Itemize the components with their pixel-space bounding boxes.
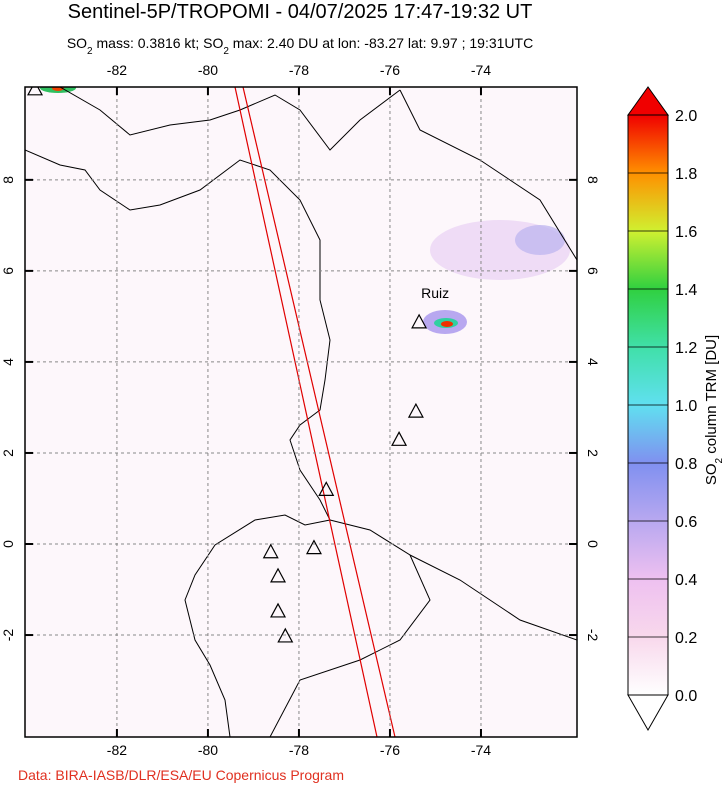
lat-tick-label: 8 [585,176,601,184]
lon-tick-label: -82 [107,742,127,758]
volcano-marker [391,431,408,446]
lat-tick-label: 8 [0,176,16,184]
colorbar-tick-label: 0.0 [675,688,697,705]
footer: Data: BIRA-IASB/DLR/ESA/EU Copernicus Pr… [18,767,344,783]
colorbar-under [627,694,669,732]
lat-tick-label: 0 [585,540,601,548]
swath-edge [234,87,378,737]
lon-tick-label: -74 [471,62,491,78]
volcano-marker [411,313,428,329]
lon-tick-label: -80 [198,62,218,78]
volcano-marker [407,402,424,418]
title: Sentinel-5P/TROPOMI - 04/07/2025 17:47-1… [68,1,533,23]
colorbar-tick-label: 2.0 [675,108,697,125]
colorbar-tick-label: 1.2 [675,340,697,357]
volcano-marker [27,87,44,96]
lon-tick-label: -76 [380,62,400,78]
colorbar-tick-label: 1.0 [675,398,697,415]
lon-tick-label: -80 [198,742,218,758]
colorbar-tick-label: 1.8 [675,166,697,183]
text-part: SO [67,35,87,51]
lon-tick-label: -78 [289,742,309,758]
lat-tick-label: -2 [0,629,16,642]
volcano-marker [262,543,279,559]
volcano-marker [270,567,287,583]
lat-tick-label: 2 [585,449,601,457]
so2-plume [40,87,570,334]
volcano-marker [270,602,287,618]
text-part: 2 [714,457,725,463]
map-background [25,87,577,737]
volcano-marker [318,481,335,496]
lat-tick-label: -2 [585,629,601,642]
lat-tick-label: 6 [585,267,601,275]
lat-tick-label: 4 [585,358,601,366]
colorbar-tick-label: 0.2 [675,630,697,647]
lat-tick-label: 0 [0,540,16,548]
colorbar-tick-label: 0.6 [675,514,697,531]
lon-tick-label: -74 [471,742,491,758]
volcano-label: Ruiz [421,285,449,301]
colorbar-tick-label: 0.4 [675,572,697,589]
volcanoes: Ruiz [27,87,449,643]
lat-tick-label: 6 [0,267,16,275]
lon-tick-label: -76 [380,742,400,758]
grid [25,87,577,737]
text-part: 2 [223,46,229,57]
colorbar-tick-label: 1.6 [675,224,697,241]
text-part: 2 [87,46,93,57]
colorbar-tick-label: 0.8 [675,456,697,473]
colorbar-over [627,86,669,116]
text-part: SO [703,463,720,485]
colorbar-label: SO2 column TRM [DU] [703,335,725,485]
text-part: column TRM [DU] [703,335,720,458]
swath-edge [242,87,396,737]
text-part: mass: 0.3816 kt; SO [93,35,224,51]
colorbar-tick-label: 1.4 [675,282,697,299]
lat-tick-label: 4 [0,358,16,366]
map: Ruiz [25,87,577,737]
map-ticks: -82 -82 -80 -80 -78 -78 -76 -76 -74 -74 8 8 6 6 4 4 2 2 0 0… [0,62,601,758]
volcano-marker [277,627,294,643]
lon-tick-label: -82 [107,62,127,78]
lon-tick-label: -78 [289,62,309,78]
colorbar: 0.0 0.2 0.4 0.6 0.8 1.0 1.2 1.4 1.6 1.8 2.0 [627,86,697,732]
map-frame [24,86,578,738]
text-part: max: 2.40 DU at lon: -83.27 lat: 9.97 ; … [229,35,533,51]
subtitle: SO2 mass: 0.3816 kt; SO2 max: 2.40 DU at… [67,35,533,57]
lat-tick-label: 2 [0,449,16,457]
volcano-marker [305,539,322,555]
